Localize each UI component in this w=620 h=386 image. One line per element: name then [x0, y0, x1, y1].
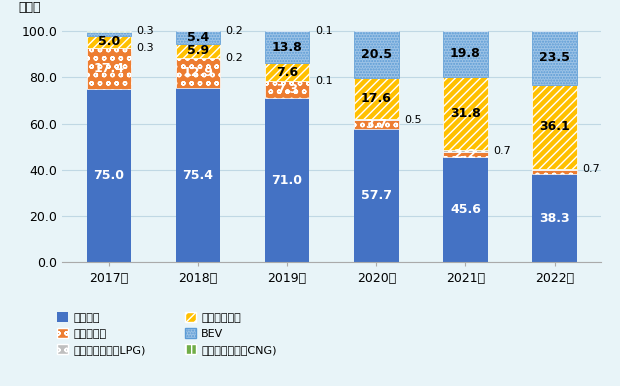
Text: 3.7: 3.7: [365, 118, 388, 131]
Text: 20.5: 20.5: [361, 48, 392, 61]
Bar: [533, 174, 577, 262]
Text: 13.8: 13.8: [272, 41, 303, 54]
Text: 19.8: 19.8: [450, 47, 481, 60]
Text: 71.0: 71.0: [272, 174, 303, 187]
Bar: [87, 89, 131, 262]
Bar: [87, 31, 131, 32]
Bar: [354, 78, 399, 119]
Bar: [443, 30, 488, 76]
Text: （％）: （％）: [19, 2, 42, 14]
Legend: ガソリン, ディーゼル, 液化石油ガス（LPG), ハイブリッド, BEV, 圧縮天然ガス（CNG): ガソリン, ディーゼル, 液化石油ガス（LPG), ハイブリッド, BEV, 圧…: [57, 312, 277, 355]
Text: 45.6: 45.6: [450, 203, 481, 216]
Text: 0.7: 0.7: [493, 146, 511, 156]
Bar: [87, 48, 131, 49]
Bar: [354, 119, 399, 120]
Text: 0.2: 0.2: [226, 53, 244, 63]
Text: 75.0: 75.0: [93, 169, 124, 182]
Text: 0.5: 0.5: [404, 115, 422, 125]
Bar: [265, 63, 309, 81]
Bar: [354, 31, 399, 78]
Text: 0.3: 0.3: [136, 27, 154, 36]
Text: 7.3: 7.3: [276, 83, 298, 96]
Bar: [443, 150, 488, 152]
Text: 0.1: 0.1: [315, 26, 332, 36]
Bar: [533, 30, 577, 85]
Bar: [265, 81, 309, 98]
Text: 7.6: 7.6: [276, 66, 298, 79]
Bar: [175, 58, 220, 88]
Text: 17.6: 17.6: [361, 92, 392, 105]
Bar: [87, 32, 131, 36]
Bar: [443, 76, 488, 150]
Bar: [533, 85, 577, 169]
Bar: [87, 36, 131, 48]
Text: 23.5: 23.5: [539, 51, 570, 64]
Bar: [354, 120, 399, 129]
Bar: [354, 129, 399, 262]
Text: 12.9: 12.9: [182, 66, 213, 80]
Bar: [533, 169, 577, 170]
Text: 17.4: 17.4: [93, 62, 124, 75]
Text: 5.0: 5.0: [98, 36, 120, 49]
Text: 57.7: 57.7: [361, 189, 392, 202]
Bar: [265, 98, 309, 262]
Text: 2.2: 2.2: [454, 148, 477, 161]
Text: 0.7: 0.7: [582, 164, 600, 174]
Text: 0.3: 0.3: [136, 43, 154, 53]
Text: 38.3: 38.3: [539, 212, 570, 225]
Bar: [443, 152, 488, 157]
Text: 31.8: 31.8: [450, 107, 481, 120]
Bar: [175, 88, 220, 262]
Text: 75.4: 75.4: [182, 169, 213, 182]
Text: 36.1: 36.1: [539, 120, 570, 134]
Text: 5.4: 5.4: [187, 31, 209, 44]
Text: 5.9: 5.9: [187, 44, 209, 57]
Text: 0.2: 0.2: [226, 26, 244, 36]
Bar: [175, 31, 220, 44]
Bar: [175, 44, 220, 58]
Text: 0.1: 0.1: [315, 76, 332, 86]
Bar: [87, 49, 131, 89]
Bar: [443, 157, 488, 262]
Bar: [533, 170, 577, 174]
Bar: [265, 31, 309, 63]
